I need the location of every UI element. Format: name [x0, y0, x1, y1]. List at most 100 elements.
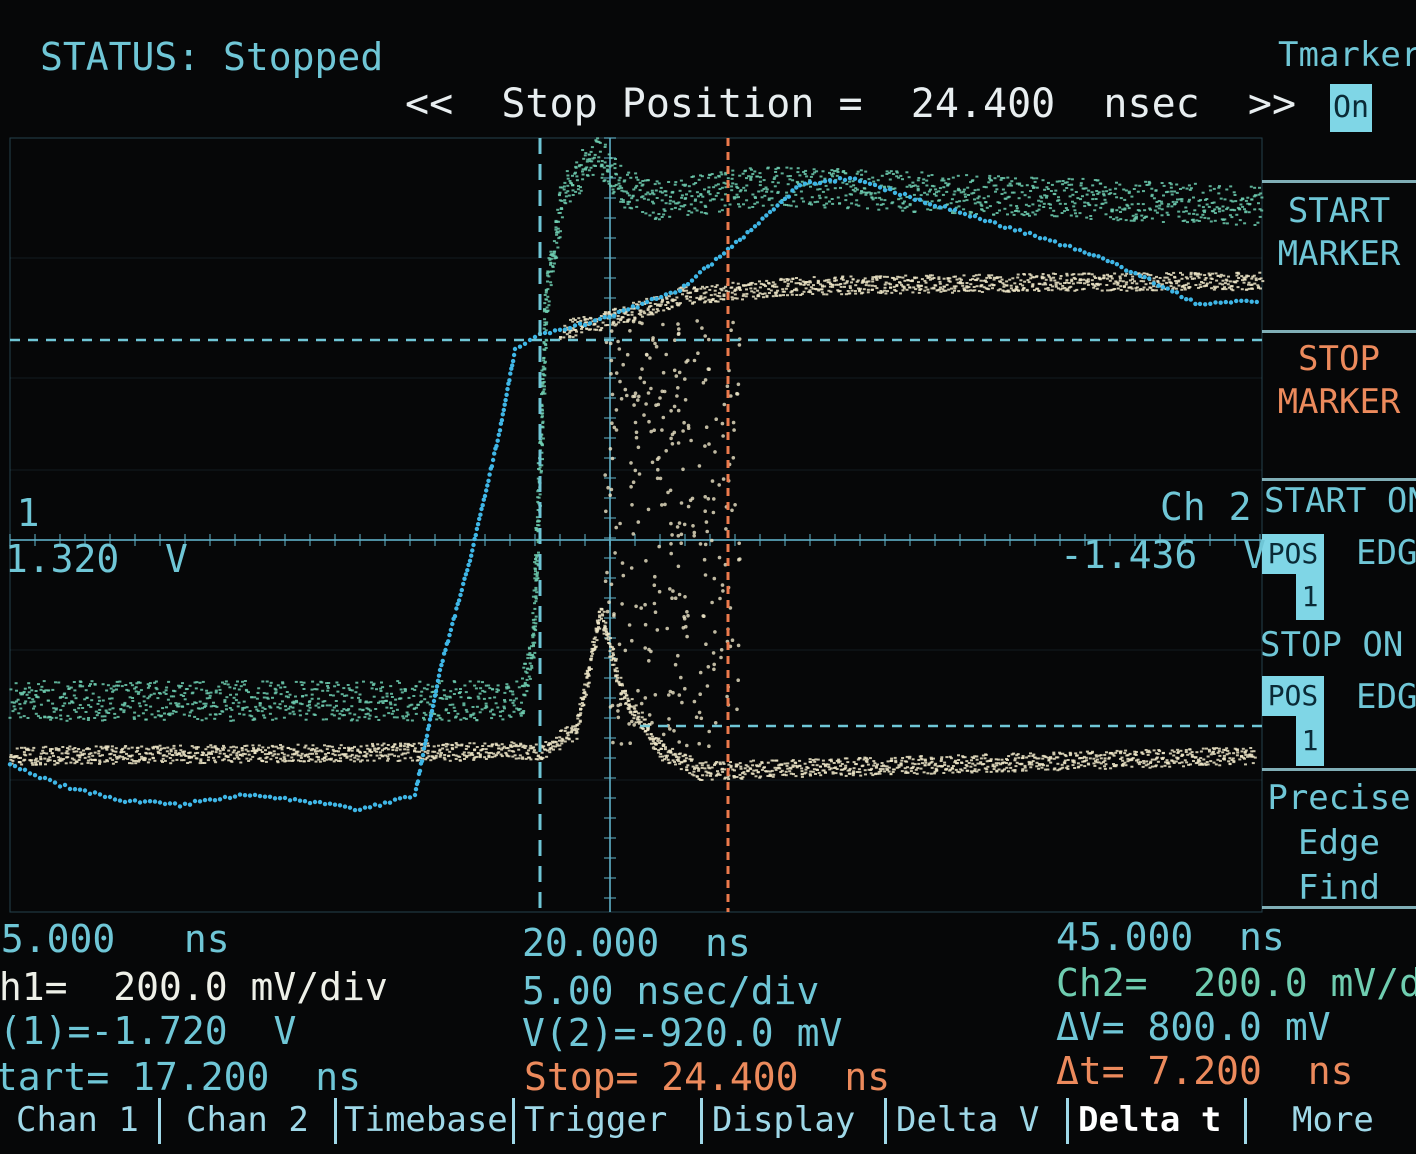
trace-sample: [446, 743, 450, 746]
trace-sample: [573, 729, 577, 732]
trace-sample: [46, 758, 50, 761]
trace-sample: [816, 769, 819, 771]
trace-sample: [1168, 765, 1172, 768]
trace-sample: [517, 745, 521, 748]
trace-sample: [572, 317, 575, 320]
trace-sample: [296, 754, 300, 757]
trace-sample: [950, 198, 954, 201]
trace-sample: [754, 283, 758, 286]
trace-sample: [852, 184, 856, 187]
trace-sample: [673, 206, 677, 209]
trace-sample: [1244, 763, 1247, 766]
trace-sample: [786, 285, 790, 288]
trace-sample: [555, 233, 559, 236]
trace-sample: [899, 197, 903, 200]
trace-sample: [774, 293, 778, 296]
trace-sample: [528, 647, 531, 650]
trace-sample: [765, 188, 769, 191]
trace-sample: [969, 765, 973, 768]
trace-sample: [273, 753, 277, 756]
trace-sample: [718, 763, 722, 766]
trace-sample: [1072, 759, 1076, 762]
trace-sample: [1092, 762, 1096, 765]
trace-sample: [542, 388, 546, 391]
trace-sample: [281, 759, 285, 762]
trace-sample: [668, 215, 672, 218]
trace-sample: [542, 745, 546, 748]
trace-sample: [163, 747, 166, 750]
trace-sample: [591, 320, 595, 323]
trace-sample: [695, 764, 699, 767]
trace-sample: [44, 763, 47, 766]
trace-sample: [491, 743, 495, 746]
trace-sample: [1231, 757, 1235, 760]
trace-sample: [1196, 761, 1200, 764]
trace-sample: [320, 681, 324, 684]
trace-sample: [285, 691, 289, 693]
trace-sample: [361, 708, 365, 711]
trace-sample: [415, 750, 419, 753]
trace-sample: [744, 764, 748, 767]
trace-sample: [866, 207, 869, 210]
trace-sample: [300, 703, 304, 706]
trace-sample: [1182, 765, 1185, 768]
trace-sample: [57, 749, 61, 752]
trace-sample: [610, 655, 614, 658]
trace-sample: [390, 712, 394, 715]
trace-sample: [885, 275, 889, 278]
trace-sample: [1089, 215, 1093, 217]
trace-sample: [148, 684, 151, 687]
trace-sample: [850, 281, 853, 284]
trace-sample: [577, 165, 581, 168]
trace-sample: [855, 188, 859, 191]
trace-sample: [617, 321, 621, 324]
trace-sample: [428, 703, 432, 706]
trace-sample: [818, 765, 822, 768]
trace-sample: [1178, 762, 1182, 765]
trace-sample: [158, 749, 162, 752]
trace-sample: [752, 769, 756, 772]
trace-sample: [646, 179, 650, 182]
trace-sample: [718, 773, 722, 776]
trace-sample: [1065, 766, 1069, 769]
trace-sample: [504, 751, 508, 754]
trace-sample: [844, 766, 848, 769]
trace-sample: [41, 746, 45, 749]
trace-sample: [1054, 189, 1058, 192]
trace-sample: [544, 347, 548, 349]
trace-sample: [1114, 187, 1118, 190]
trace-sample: [973, 202, 977, 205]
trace-sample: [869, 192, 873, 195]
trace-sample: [1102, 194, 1106, 197]
trace-sample: [775, 759, 779, 762]
trace-sample: [713, 764, 716, 766]
trace-sample: [275, 756, 279, 759]
trace-sample: [722, 295, 726, 297]
trace-sample: [343, 754, 347, 757]
trace-sample: [179, 744, 182, 747]
trace-sample: [334, 758, 338, 761]
trace-sample: [1139, 761, 1142, 764]
trace-sample: [138, 758, 141, 761]
trace-sample: [1130, 759, 1134, 762]
trace-sample: [887, 766, 891, 769]
trace-sample: [1002, 285, 1006, 288]
trace-sample: [564, 195, 568, 198]
trace-sample: [872, 764, 876, 767]
trace-sample: [539, 471, 543, 474]
trace-sample: [1144, 749, 1148, 751]
trace-sample: [1048, 207, 1052, 210]
trace-sample: [540, 464, 544, 467]
trace-sample: [1154, 765, 1157, 768]
trace-sample: [877, 291, 880, 294]
trace-sample: [427, 755, 431, 758]
trace-sample: [23, 758, 27, 761]
trace-sample: [644, 730, 648, 732]
trace-sample: [1229, 185, 1233, 188]
trace-sample: [1181, 220, 1185, 222]
trace-sample: [545, 339, 549, 342]
trace-sample: [582, 704, 586, 707]
trace-sample: [865, 758, 869, 761]
trace-sample: [1049, 203, 1052, 206]
trace-sample: [862, 288, 866, 291]
